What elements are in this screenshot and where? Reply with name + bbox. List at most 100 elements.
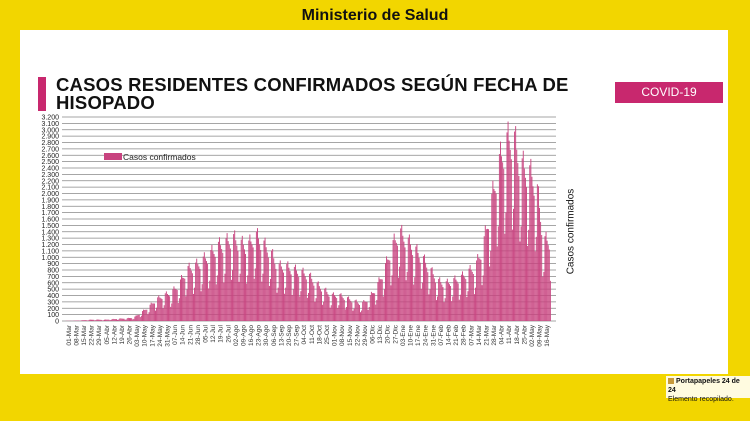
bar (207, 263, 209, 321)
bar (105, 319, 107, 321)
bar (418, 257, 420, 321)
y-tick-label: 900 (47, 261, 59, 268)
header-title: Ministerio de Salud (301, 7, 449, 24)
bar (304, 276, 306, 321)
bar (198, 266, 200, 321)
bar (229, 248, 231, 321)
x-tick-label: 20-Dic (385, 324, 392, 344)
bar (324, 288, 326, 321)
bar (458, 299, 460, 321)
bar (449, 284, 450, 321)
x-tick-label: 01-Nov (332, 324, 339, 346)
clipboard-notification[interactable]: Portapapeles 24 de 24 Elemento recopilad… (666, 376, 750, 403)
bar (243, 249, 245, 321)
x-tick-label: 18-Oct (316, 325, 323, 345)
bar (109, 320, 111, 321)
bar (224, 273, 226, 321)
x-tick-label: 15-Mar (81, 324, 88, 345)
bar (341, 296, 343, 321)
bar (104, 319, 105, 321)
bar (327, 294, 329, 321)
bar (360, 312, 361, 321)
bar (84, 320, 86, 321)
bar (472, 274, 474, 321)
bar (428, 294, 430, 321)
x-tick-label: 12-Abr (111, 324, 118, 344)
bar (267, 257, 269, 321)
bar (171, 303, 173, 321)
x-tick-label: 02-Ago (233, 325, 240, 346)
bar (483, 236, 485, 321)
bar (440, 282, 442, 321)
bar (156, 307, 158, 321)
chart-title: CASOS RESIDENTES CONFIRMADOS SEGÚN FECHA… (56, 74, 569, 113)
bar (299, 296, 301, 321)
bar (220, 245, 222, 321)
bar (283, 272, 284, 321)
bar (292, 289, 294, 321)
bar (530, 158, 532, 321)
bar (179, 279, 181, 321)
bar (318, 286, 320, 321)
bar (197, 264, 199, 321)
bar (430, 268, 432, 321)
bar (482, 275, 484, 321)
clipboard-message: Elemento recopilado. (668, 396, 734, 403)
bar (527, 246, 529, 321)
bar (91, 319, 92, 321)
bar (259, 244, 261, 321)
bar (319, 288, 321, 321)
bar (248, 240, 250, 321)
y-tick-label: 600 (47, 280, 59, 287)
bar (306, 297, 308, 321)
x-tick-label: 28-Jun (195, 325, 202, 345)
bar (517, 163, 519, 321)
bar (135, 315, 137, 321)
y-tick-label: 2.200 (41, 178, 59, 185)
header: Ministerio de Salud (0, 0, 750, 30)
bar (479, 258, 481, 321)
bar (368, 306, 370, 321)
bar (238, 281, 240, 321)
bar (545, 231, 547, 321)
bar (227, 241, 229, 321)
bar (498, 154, 500, 321)
bar (221, 249, 223, 321)
bar (516, 149, 518, 321)
bar (361, 310, 363, 321)
y-tick-label: 700 (47, 274, 59, 281)
x-tick-label: 17-May (149, 324, 156, 346)
bar (127, 317, 129, 321)
bar (344, 309, 346, 321)
bar (81, 320, 83, 321)
bar (513, 208, 514, 321)
bar (202, 256, 204, 321)
bar (456, 281, 458, 321)
bar (301, 269, 303, 321)
bar (272, 249, 274, 321)
bar (183, 278, 185, 321)
bar (240, 239, 242, 321)
bar (236, 245, 238, 321)
bar (372, 293, 373, 321)
x-tick-label: 25-Abr (521, 324, 528, 344)
bar (313, 285, 315, 321)
x-tick-label: 21-Mar (483, 324, 490, 345)
bar (88, 319, 90, 321)
bar (385, 263, 386, 321)
bar (300, 291, 302, 321)
bar (404, 247, 406, 321)
bar (348, 296, 350, 321)
bar (164, 293, 166, 321)
bar (118, 319, 120, 321)
bar (297, 273, 299, 321)
x-tick-label: 18-Abr (514, 324, 521, 344)
bar (226, 233, 228, 321)
bar (173, 286, 175, 321)
bar (373, 293, 375, 321)
bar (210, 250, 212, 321)
legend-label: Casos confirmados (123, 152, 196, 162)
y-tick-label: 1.300 (41, 236, 59, 243)
bar (119, 318, 121, 321)
bar (246, 283, 248, 321)
